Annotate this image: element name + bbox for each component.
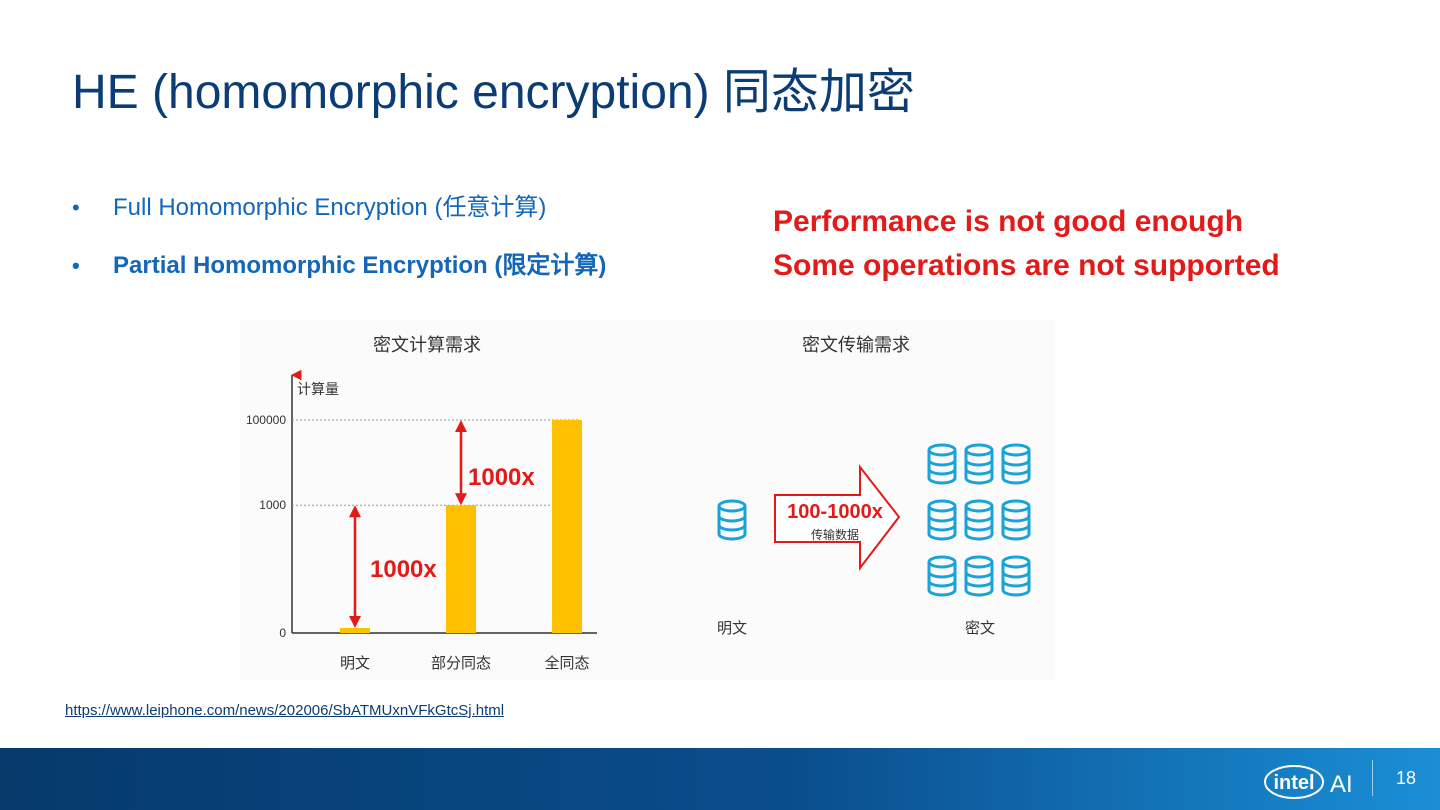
db-top (927, 555, 957, 569)
ciphertext-label: 密文 (965, 620, 995, 637)
db-top (717, 499, 747, 513)
x-tick-label: 部分同态 (431, 655, 491, 672)
ciphertext-database-icon (927, 555, 957, 597)
db-body (964, 506, 994, 541)
db-ring (927, 571, 957, 579)
ciphertext-database-icon (964, 555, 994, 597)
db-body (717, 506, 747, 541)
bullet-partial-he: • Partial Homomorphic Encryption (限定计算) (72, 248, 732, 306)
db-ring (964, 580, 994, 588)
db-body (1001, 562, 1031, 597)
transfer-ratio-label: 100-1000x (787, 501, 883, 523)
ciphertext-database-icon (964, 443, 994, 485)
db-ring (1001, 515, 1031, 523)
warning-operations: Some operations are not supported (773, 249, 1280, 282)
plaintext-database-icon (717, 499, 747, 541)
db-top (927, 499, 957, 513)
db-ring (927, 468, 957, 476)
db-ring (1001, 571, 1031, 579)
ratio-arrow-high (455, 420, 467, 506)
db-ring (927, 580, 957, 588)
y-tick-label: 1000 (259, 498, 286, 512)
ai-product-text: AI (1330, 771, 1353, 798)
db-body (927, 562, 957, 597)
db-top (1001, 555, 1031, 569)
db-body (1001, 450, 1031, 485)
x-tick-label: 全同态 (544, 654, 589, 672)
x-tick-label: 明文 (340, 655, 370, 672)
source-link[interactable]: https://www.leiphone.com/news/202006/SbA… (65, 702, 505, 719)
db-ring (717, 524, 747, 532)
ciphertext-database-icon (1001, 499, 1031, 541)
intel-ai-logo: intel AI (1264, 765, 1353, 799)
db-top (1001, 499, 1031, 513)
db-ring (927, 515, 957, 523)
he-comparison-figure: 密文计算需求 计算量 0 1000 100000 明文 部分同态 全同态 1000x 1000x … (240, 320, 1055, 680)
bullet-full-he: • Full Homomorphic Encryption (任意计算) (72, 190, 732, 248)
db-ring (1001, 468, 1031, 476)
ciphertext-database-icon (1001, 443, 1031, 485)
bullet-dot: • (72, 253, 80, 278)
transfer-title: 密文传输需求 (802, 335, 910, 355)
db-top (964, 443, 994, 457)
db-body (964, 450, 994, 485)
db-body (1001, 506, 1031, 541)
db-body (964, 562, 994, 597)
page-number: 18 (1396, 768, 1417, 788)
transfer-arrow (774, 464, 901, 571)
ratio-arrow-low (349, 505, 361, 628)
bar-1 (446, 505, 476, 633)
db-ring (964, 571, 994, 579)
warning-performance: Performance is not good enough (773, 205, 1244, 238)
ciphertext-database-icon (927, 499, 957, 541)
bullet-text: Full Homomorphic Encryption (任意计算) (113, 194, 547, 221)
footer-bar: intel AI 18 (0, 748, 1440, 810)
db-top (964, 555, 994, 569)
bullet-dot: • (72, 195, 80, 220)
ratio-label-high: 1000x (468, 464, 535, 491)
db-ring (964, 524, 994, 532)
db-top (927, 443, 957, 457)
plaintext-label: 明文 (717, 620, 747, 637)
ciphertext-database-icon (1001, 555, 1031, 597)
db-body (927, 450, 957, 485)
arrow-head-down (349, 616, 361, 628)
ratio-label-low: 1000x (370, 556, 437, 583)
y-axis-label: 计算量 (297, 381, 339, 397)
db-body (927, 506, 957, 541)
bar-0 (340, 628, 370, 633)
ciphertext-database-icon (964, 499, 994, 541)
bullet-list: • Full Homomorphic Encryption (任意计算) • P… (72, 190, 732, 306)
footer-divider (1372, 760, 1373, 796)
db-ring (1001, 580, 1031, 588)
chart-title: 密文计算需求 (373, 335, 481, 355)
arrow-head-up (349, 505, 361, 518)
bar-2 (552, 420, 582, 633)
warning-text-block: Performance is not good enough Some oper… (773, 200, 1280, 288)
db-ring (964, 468, 994, 476)
arrow-head-down (455, 493, 467, 506)
arrow-head-up (455, 420, 467, 432)
ciphertext-database-icon (927, 443, 957, 485)
db-ring (1001, 459, 1031, 467)
db-ring (964, 515, 994, 523)
bullet-text: Partial Homomorphic Encryption (限定计算) (113, 252, 607, 279)
y-tick-label: 0 (279, 626, 286, 640)
transfer-caption: 传输数据 (811, 527, 859, 542)
db-ring (927, 524, 957, 532)
y-tick-label: 100000 (246, 413, 286, 427)
db-top (964, 499, 994, 513)
db-top (1001, 443, 1031, 457)
slide-title: HE (homomorphic encryption) 同态加密 (72, 66, 915, 119)
intel-brand-text: intel (1273, 772, 1314, 794)
db-ring (964, 459, 994, 467)
db-ring (717, 515, 747, 523)
db-ring (927, 459, 957, 467)
db-ring (1001, 524, 1031, 532)
